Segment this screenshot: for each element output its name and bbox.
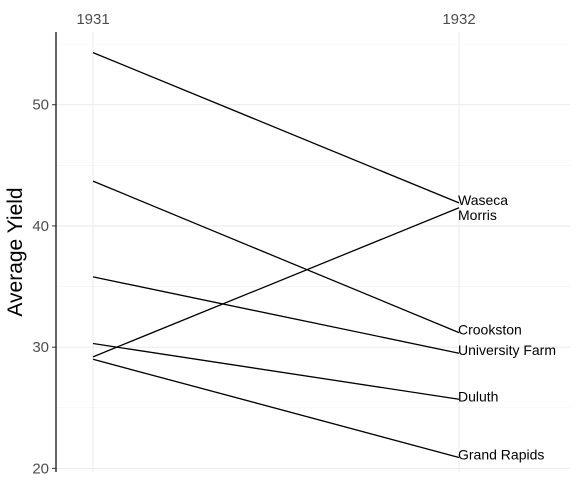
x-category-label: 1931 (76, 11, 109, 28)
grid (56, 32, 570, 472)
series-line (92, 342, 460, 400)
series-end-label: Grand Rapids (458, 446, 544, 462)
y-tick-label: 50 (32, 97, 49, 114)
x-category-label: 1932 (442, 11, 475, 28)
y-tick-label: 20 (32, 460, 49, 477)
series-end-label: Duluth (458, 388, 498, 404)
series-line (92, 358, 460, 459)
y-axis-title: Average Yield (4, 187, 27, 316)
y-tick-label: 30 (32, 339, 49, 356)
x-axis-categories: 1931 1932 (76, 11, 475, 28)
y-tick-label: 40 (32, 218, 49, 235)
series-end-label: Waseca (458, 192, 508, 208)
series-line (92, 180, 460, 334)
series-line (92, 52, 460, 204)
series-end-label: University Farm (458, 342, 556, 358)
series-lines (92, 52, 460, 459)
series-end-label: Crookston (458, 322, 522, 338)
series-line (92, 276, 460, 354)
series-line (92, 207, 460, 358)
series-end-label: Morris (458, 207, 497, 223)
y-axis-ticks: 20 30 40 50 (32, 97, 56, 477)
